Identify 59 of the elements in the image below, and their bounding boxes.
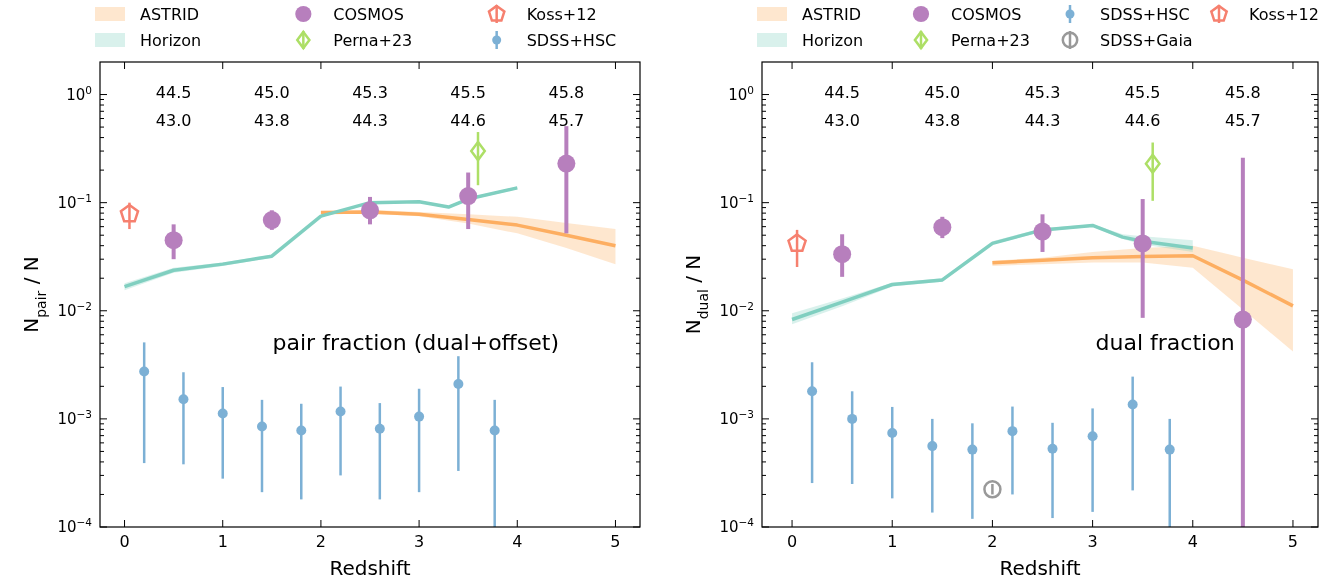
legend-label: SDSS+Gaia bbox=[1100, 30, 1193, 50]
x-tick-label: 4 bbox=[1187, 532, 1198, 551]
annotation: 44.5 bbox=[824, 82, 860, 102]
annotation: pair fraction (dual+offset) bbox=[272, 330, 559, 356]
annotation: 44.3 bbox=[352, 110, 388, 130]
y-tick-label: 10$^{−4}$ bbox=[57, 516, 93, 537]
annotation: 45.8 bbox=[548, 82, 585, 102]
y-tick-label: 10$^{−3}$ bbox=[719, 408, 754, 429]
x-tick-label: 1 bbox=[217, 532, 228, 551]
legend-label: Perna+23 bbox=[951, 30, 1030, 50]
legend-label: Koss+12 bbox=[526, 4, 597, 24]
annotation: 45.3 bbox=[352, 82, 388, 102]
legend-label: Koss+12 bbox=[1249, 4, 1319, 24]
annotation: 45.7 bbox=[548, 110, 585, 130]
x-tick-label: 3 bbox=[1087, 532, 1098, 551]
legend-label: Horizon bbox=[140, 30, 202, 50]
annotation: 43.8 bbox=[924, 110, 961, 130]
annotation: 45.7 bbox=[1225, 110, 1261, 130]
x-tick-label: 2 bbox=[987, 532, 998, 551]
legend-label: ASTRID bbox=[140, 4, 200, 24]
x-tick-label: 3 bbox=[414, 532, 425, 551]
annotation: 44.5 bbox=[155, 82, 192, 102]
legend-label: SDSS+HSC bbox=[1100, 4, 1190, 24]
y-tick-label: 10$^{−1}$ bbox=[57, 191, 92, 212]
x-tick-label: 5 bbox=[1287, 532, 1299, 551]
y-tick-label: 10$^{−2}$ bbox=[719, 300, 754, 321]
y-tick-label: 10$^{−2}$ bbox=[57, 300, 92, 321]
annotation: 43.8 bbox=[254, 110, 290, 130]
x-axis-title: Redshift bbox=[329, 556, 411, 580]
y-tick-label: 10$^{0}$ bbox=[66, 83, 92, 104]
annotation: 44.3 bbox=[1024, 110, 1061, 130]
x-tick-label: 5 bbox=[610, 532, 621, 551]
legend-label: SDSS+HSC bbox=[526, 30, 617, 50]
legend-label: Perna+23 bbox=[333, 30, 413, 50]
annotation: 45.8 bbox=[1225, 82, 1261, 102]
annotation: 45.3 bbox=[1024, 82, 1061, 102]
y-tick-label: 10$^{0}$ bbox=[728, 83, 754, 104]
y-tick-label: 10$^{−4}$ bbox=[719, 516, 755, 537]
x-axis-title: Redshift bbox=[999, 556, 1081, 580]
legend-label: COSMOS bbox=[333, 4, 404, 24]
annotation: 45.5 bbox=[450, 82, 486, 102]
y-tick-label: 10$^{−1}$ bbox=[719, 191, 754, 212]
annotation: 44.6 bbox=[450, 110, 486, 130]
annotation: dual fraction bbox=[1095, 330, 1235, 356]
legend-label: ASTRID bbox=[802, 4, 862, 24]
x-tick-label: 1 bbox=[887, 532, 898, 551]
legend-label: COSMOS bbox=[951, 4, 1022, 24]
x-tick-label: 0 bbox=[786, 532, 798, 551]
legend-label: Horizon bbox=[802, 30, 864, 50]
annotation: 43.0 bbox=[824, 110, 860, 130]
annotation: 45.0 bbox=[254, 82, 290, 102]
annotation: 45.0 bbox=[924, 82, 961, 102]
x-tick-label: 2 bbox=[315, 532, 326, 551]
annotation: 44.6 bbox=[1124, 110, 1161, 130]
annotation: 43.0 bbox=[155, 110, 192, 130]
x-tick-label: 0 bbox=[119, 532, 130, 551]
x-tick-label: 4 bbox=[512, 532, 523, 551]
annotation: 45.5 bbox=[1124, 82, 1161, 102]
y-tick-label: 10$^{−3}$ bbox=[57, 408, 92, 429]
